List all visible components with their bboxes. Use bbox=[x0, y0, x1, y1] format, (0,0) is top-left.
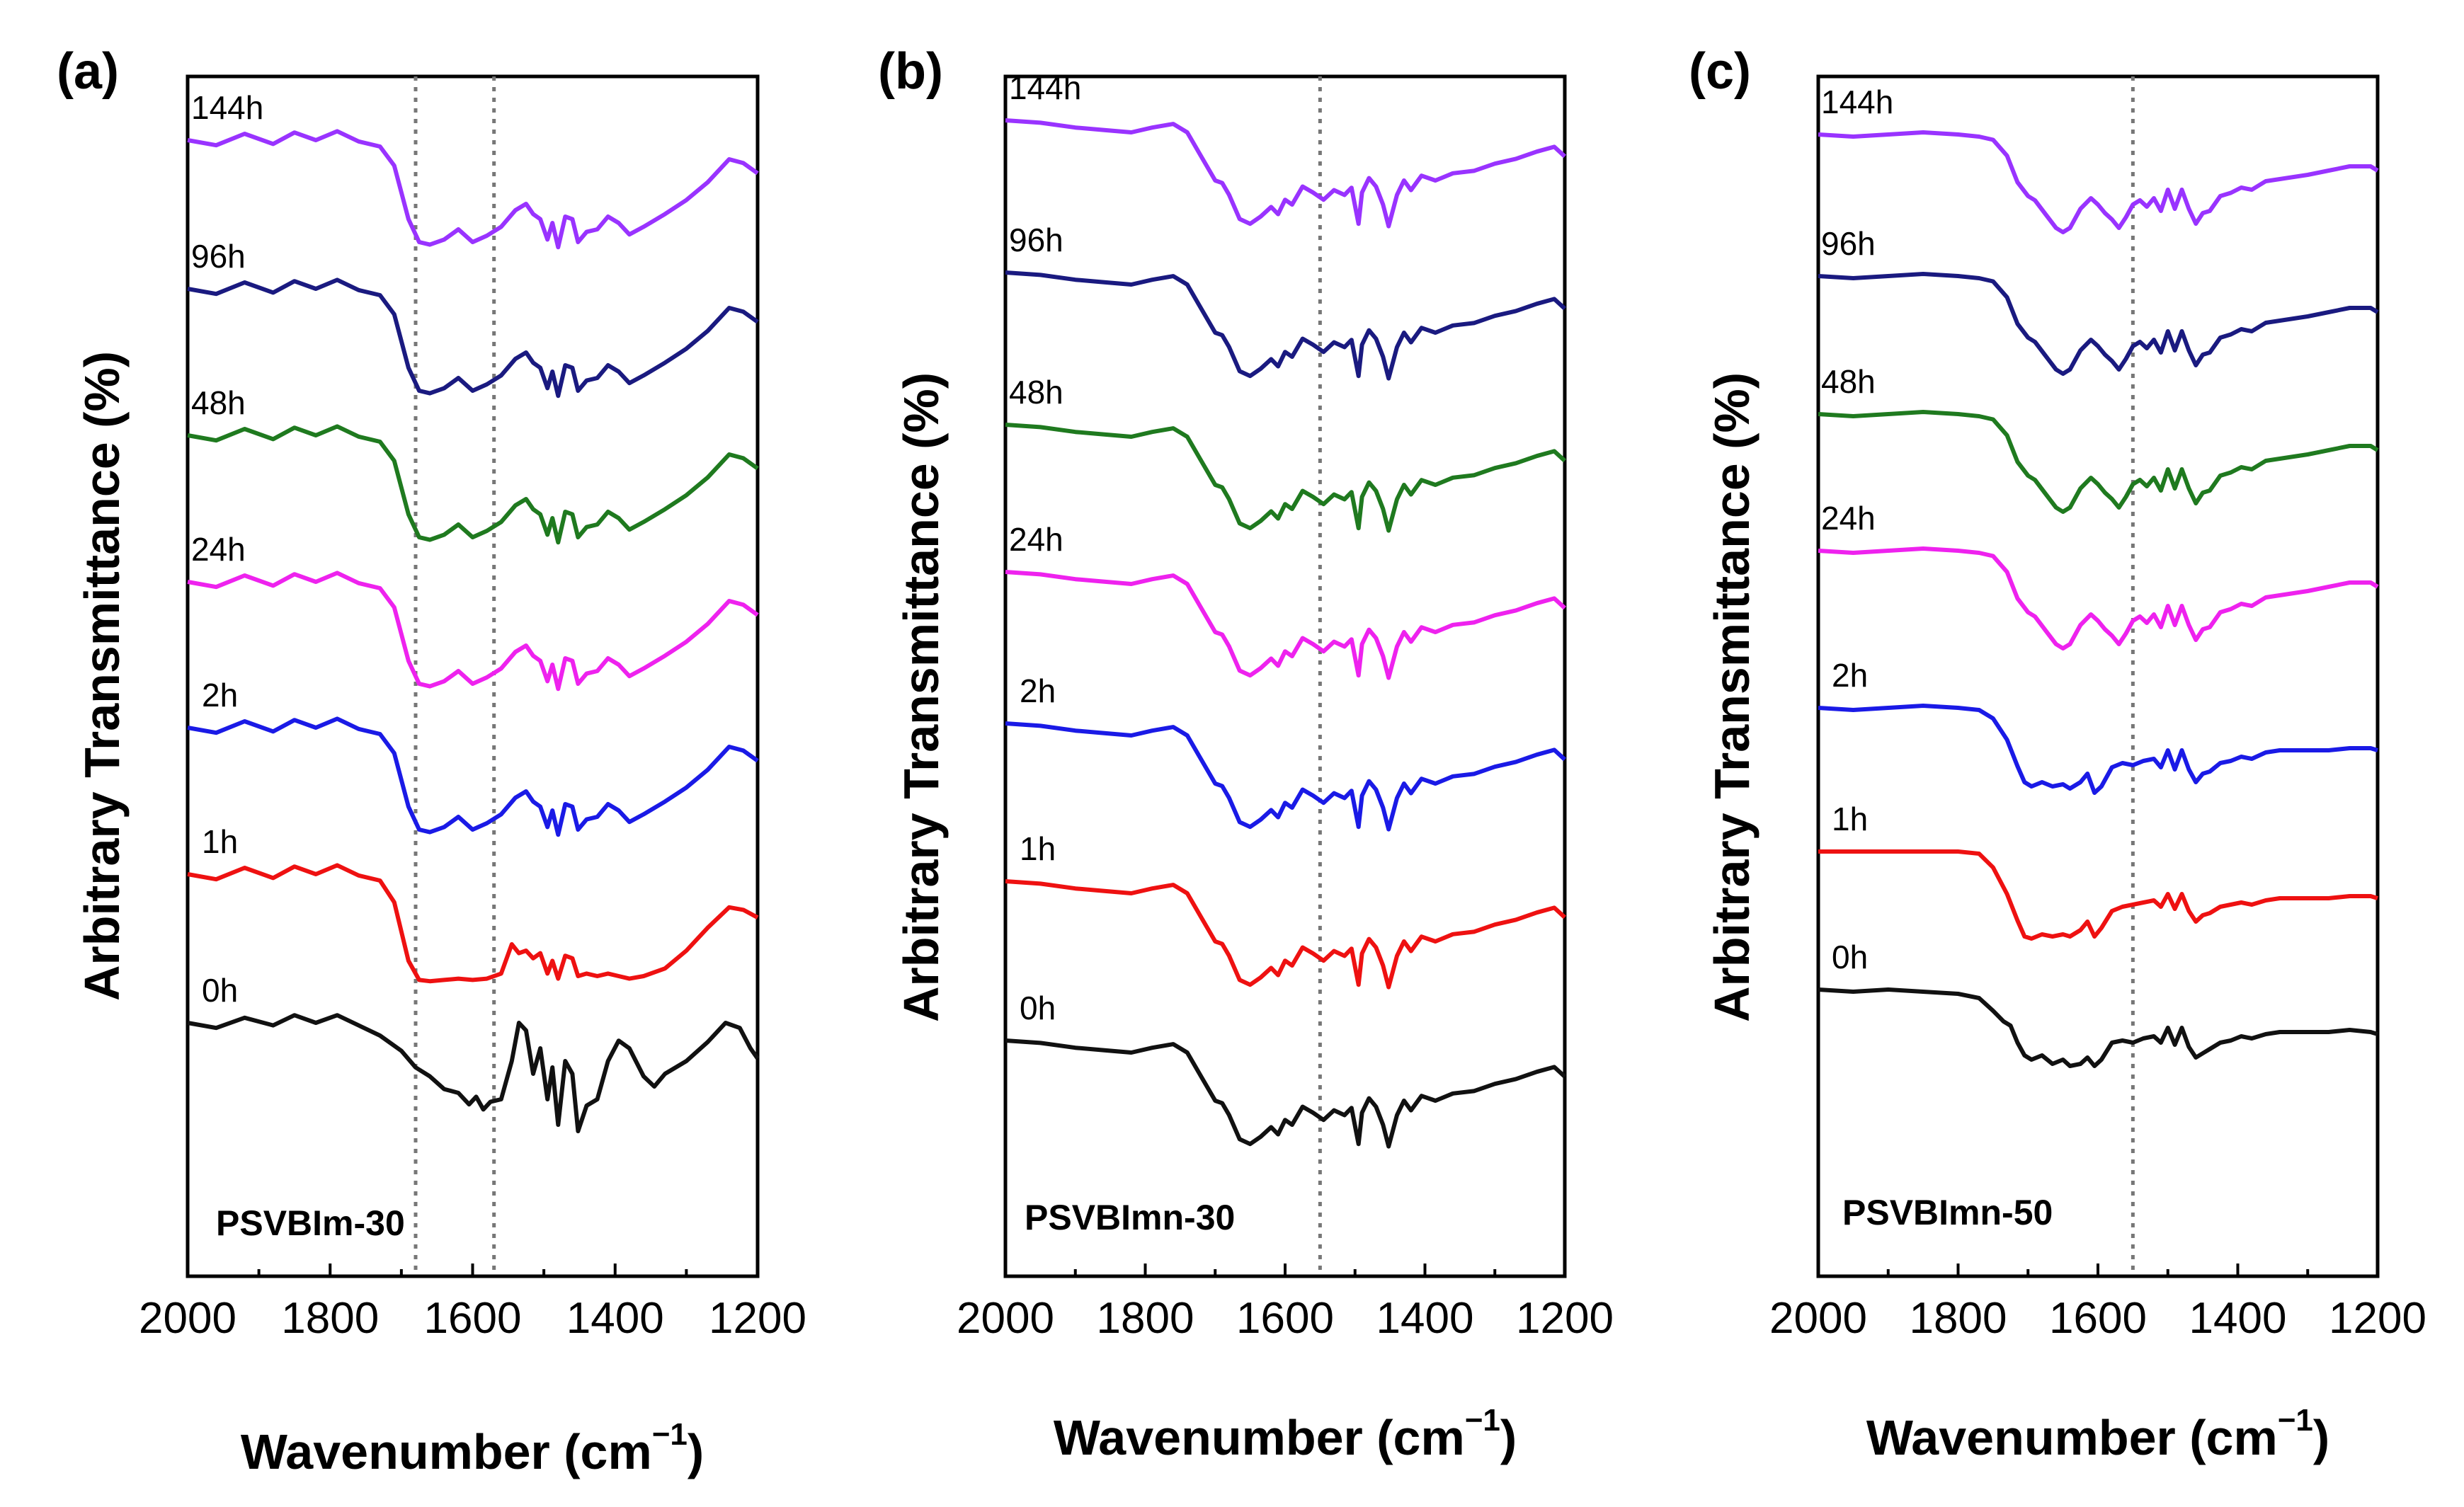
panel-a-y-axis-title: Arbitrary Transmittance (%) bbox=[74, 351, 130, 1001]
panel-a-series-24h-line bbox=[187, 571, 759, 692]
panel-a-series-labels: 144h 96h 48h 24h 2h 1h 0h bbox=[191, 89, 263, 1009]
panel-a-letter: (a) bbox=[57, 43, 119, 100]
panel-c-series-96h-line bbox=[1818, 272, 2379, 376]
panel-b-series-1h-line bbox=[1005, 879, 1567, 990]
panel-b-series-48h-line bbox=[1005, 423, 1567, 533]
panel-b-x-tick-label-1600: 1600 bbox=[1236, 1294, 1334, 1343]
panel-a-reference-lines bbox=[413, 76, 496, 1276]
panel-b-x-tick-label-1200: 1200 bbox=[1516, 1294, 1614, 1343]
panel-a-x-axis-title-sup: −1 bbox=[652, 1417, 688, 1452]
panel-c-series-0h-line bbox=[1818, 987, 2378, 1068]
panel-a-x-ticks: 2000 1800 1600 1400 1200 bbox=[139, 1264, 806, 1343]
panel-c-series-label-1h: 1h bbox=[1832, 801, 1868, 837]
panel-b-x-axis-title-sup: −1 bbox=[1465, 1403, 1500, 1438]
panel-a-sample-label: PSVBIm-30 bbox=[216, 1203, 405, 1243]
panel-a-x-tick-label-1400: 1400 bbox=[566, 1294, 664, 1343]
panel-a-x-axis-title-close: ) bbox=[688, 1424, 704, 1479]
panel-a-x-tick-label-1600: 1600 bbox=[424, 1294, 522, 1343]
panel-a-series-96h-line bbox=[187, 277, 759, 399]
panel-a-series-label-0h: 0h bbox=[202, 972, 238, 1009]
panel-a-series-48h-line bbox=[187, 424, 759, 545]
panel-b-x-axis-title: Wavenumber (cm−1) bbox=[1054, 1403, 1517, 1465]
panel-a-x-tick-label-2000: 2000 bbox=[139, 1294, 236, 1343]
panel-c: (c) 144h 96h 48h 24h 2h 1h 0h 2000 1800 1600 1400… bbox=[1689, 43, 2426, 1465]
panel-b-series-2h-line bbox=[1005, 721, 1567, 832]
panel-a-series-label-144h: 144h bbox=[191, 89, 263, 126]
panel-b-series-24h-line bbox=[1005, 570, 1567, 680]
panel-c-letter: (c) bbox=[1689, 43, 1751, 100]
panel-c-x-tick-label-1400: 1400 bbox=[2189, 1294, 2287, 1343]
panel-c-x-axis-title-sup: −1 bbox=[2278, 1403, 2313, 1438]
panel-c-series-24h-line bbox=[1818, 546, 2379, 651]
panel-c-series-label-48h: 48h bbox=[1821, 363, 1876, 400]
panel-a: (a) 144h 96h 48h 24h 2h 1h 0h 2000 1800 1600 1400… bbox=[57, 43, 806, 1479]
panel-a-series-label-48h: 48h bbox=[191, 384, 246, 421]
panel-c-x-tick-label-1200: 1200 bbox=[2329, 1294, 2426, 1343]
panel-a-series-label-24h: 24h bbox=[191, 531, 246, 568]
panel-c-y-axis-title: Arbitrary Transmittance (%) bbox=[1704, 372, 1759, 1022]
panel-b-x-ticks: 2000 1800 1600 1400 1200 bbox=[957, 1264, 1614, 1343]
panel-c-series-1h-line bbox=[1818, 849, 2378, 941]
panel-b-series-label-1h: 1h bbox=[1020, 830, 1056, 867]
panel-a-series-label-96h: 96h bbox=[191, 238, 246, 275]
panel-b-series-0h-line bbox=[1005, 1038, 1567, 1149]
panel-b-x-tick-label-1400: 1400 bbox=[1376, 1294, 1474, 1343]
panel-c-x-tick-label-1800: 1800 bbox=[1910, 1294, 2007, 1343]
panel-a-series-144h-line bbox=[187, 129, 759, 250]
panel-b-x-tick-label-1800: 1800 bbox=[1097, 1294, 1194, 1343]
panel-c-x-tick-label-2000: 2000 bbox=[1769, 1294, 1867, 1343]
panel-c-series-48h-line bbox=[1818, 410, 2379, 514]
panel-b-y-axis-title: Arbitrary Transmittance (%) bbox=[894, 372, 949, 1022]
panel-b-curves bbox=[1005, 118, 1567, 1149]
panel-b-sample-label: PSVBImn-30 bbox=[1025, 1198, 1235, 1237]
panel-b: (b) 144h 96h 48h 24h 2h 1h 0h 2000 1800 1600 1400… bbox=[878, 43, 1614, 1465]
panel-a-series-label-1h: 1h bbox=[202, 823, 238, 860]
panel-b-series-label-96h: 96h bbox=[1009, 222, 1063, 258]
panel-c-x-ticks: 2000 1800 1600 1400 1200 bbox=[1769, 1264, 2426, 1343]
panel-b-series-96h-line bbox=[1005, 270, 1567, 381]
panel-b-series-label-48h: 48h bbox=[1009, 374, 1063, 411]
panel-c-series-labels: 144h 96h 48h 24h 2h 1h 0h bbox=[1821, 84, 1893, 975]
panel-a-curves bbox=[187, 129, 760, 1133]
panel-c-series-label-0h: 0h bbox=[1832, 939, 1868, 975]
panel-a-x-axis-title-main: Wavenumber (cm bbox=[241, 1424, 652, 1479]
panel-a-series-2h-line bbox=[187, 716, 759, 837]
panel-c-series-label-24h: 24h bbox=[1821, 500, 1876, 537]
panel-c-x-axis-title: Wavenumber (cm−1) bbox=[1866, 1403, 2329, 1465]
panel-a-x-axis-title: Wavenumber (cm−1) bbox=[241, 1417, 704, 1479]
panel-a-x-tick-label-1200: 1200 bbox=[709, 1294, 806, 1343]
panel-c-series-144h-line bbox=[1818, 130, 2379, 234]
panel-a-x-tick-label-1800: 1800 bbox=[281, 1294, 379, 1343]
panel-b-x-axis-title-main: Wavenumber (cm bbox=[1054, 1410, 1465, 1465]
panel-c-curves bbox=[1818, 130, 2379, 1068]
panel-c-series-label-2h: 2h bbox=[1832, 657, 1868, 694]
panel-c-sample-label: PSVBImn-50 bbox=[1842, 1193, 2053, 1232]
panel-c-series-label-144h: 144h bbox=[1821, 84, 1893, 120]
panel-a-series-1h-line bbox=[187, 863, 759, 984]
panel-c-x-tick-label-1600: 1600 bbox=[2049, 1294, 2147, 1343]
panel-b-series-label-144h: 144h bbox=[1009, 69, 1081, 106]
panel-a-series-0h-line bbox=[187, 1013, 760, 1133]
panel-b-x-axis-title-close: ) bbox=[1500, 1410, 1517, 1465]
panel-b-x-tick-label-2000: 2000 bbox=[957, 1294, 1054, 1343]
panel-b-series-label-24h: 24h bbox=[1009, 521, 1063, 558]
panel-b-series-label-2h: 2h bbox=[1020, 672, 1056, 709]
panel-b-series-label-0h: 0h bbox=[1020, 990, 1056, 1026]
panel-c-series-label-96h: 96h bbox=[1821, 225, 1876, 262]
panel-b-series-144h-line bbox=[1005, 118, 1567, 229]
panel-b-letter: (b) bbox=[878, 43, 943, 100]
panel-c-series-2h-line bbox=[1818, 704, 2378, 795]
panel-a-series-label-2h: 2h bbox=[202, 677, 238, 714]
panel-b-series-labels: 144h 96h 48h 24h 2h 1h 0h bbox=[1009, 69, 1081, 1026]
panel-c-x-axis-title-close: ) bbox=[2313, 1410, 2329, 1465]
panel-c-x-axis-title-main: Wavenumber (cm bbox=[1866, 1410, 2278, 1465]
